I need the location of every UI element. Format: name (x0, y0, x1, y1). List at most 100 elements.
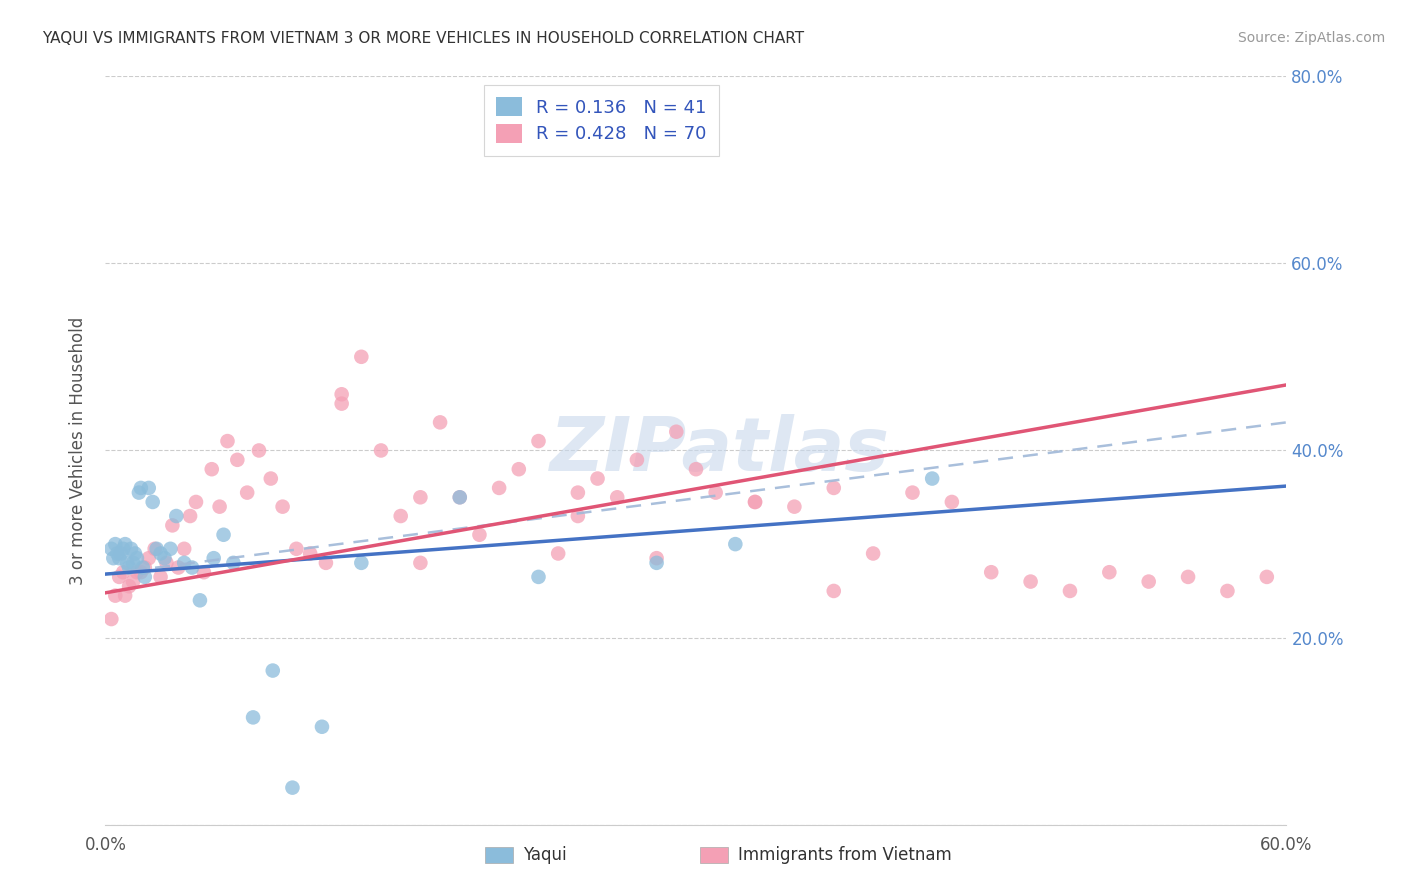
Point (508, 462, 530, 476)
Point (980, 566, 1002, 580)
Point (138, 551, 160, 566)
Point (606, 491, 628, 505)
Point (122, 574, 145, 589)
Point (921, 471, 943, 485)
Point (665, 425, 688, 439)
Point (389, 508, 412, 523)
Text: ZIPatlas: ZIPatlas (550, 414, 890, 487)
Point (134, 560, 156, 574)
Point (122, 556, 145, 570)
Text: Source: ZipAtlas.com: Source: ZipAtlas.com (1237, 31, 1385, 45)
Point (685, 462, 707, 476)
Point (145, 541, 167, 556)
Point (132, 560, 155, 574)
Point (184, 495, 207, 509)
Point (409, 556, 432, 570)
Point (110, 546, 132, 561)
Point (262, 664, 284, 678)
Point (167, 560, 190, 574)
Point (724, 537, 747, 551)
Point (125, 551, 148, 566)
Point (645, 551, 668, 566)
Point (1216, 583, 1239, 598)
Point (901, 485, 924, 500)
Y-axis label: 3 or more Vehicles in Household: 3 or more Vehicles in Household (69, 317, 87, 584)
Point (567, 508, 589, 523)
Text: Immigrants from Vietnam: Immigrants from Vietnam (738, 847, 952, 864)
Point (120, 541, 142, 556)
Point (285, 541, 308, 556)
Point (226, 452, 249, 467)
Point (134, 570, 156, 584)
Point (527, 570, 550, 584)
Point (567, 485, 589, 500)
Text: YAQUI VS IMMIGRANTS FROM VIETNAM 3 OR MORE VEHICLES IN HOUSEHOLD CORRELATION CHA: YAQUI VS IMMIGRANTS FROM VIETNAM 3 OR MO… (42, 31, 804, 46)
Point (862, 546, 884, 561)
Point (142, 495, 165, 509)
Point (104, 537, 127, 551)
Point (125, 566, 148, 580)
Point (315, 556, 337, 570)
Point (744, 495, 766, 509)
Point (128, 485, 150, 500)
Point (586, 471, 609, 485)
Point (236, 485, 259, 500)
Point (108, 551, 131, 566)
Point (208, 500, 231, 514)
Point (143, 541, 166, 556)
Point (350, 350, 373, 364)
Point (149, 546, 172, 561)
Point (547, 546, 569, 561)
Point (173, 556, 195, 570)
Point (193, 566, 215, 580)
Point (449, 491, 471, 505)
Point (162, 518, 184, 533)
Point (330, 387, 353, 401)
Point (201, 462, 224, 476)
Point (744, 495, 766, 509)
Point (105, 546, 128, 561)
Point (138, 481, 160, 495)
Point (370, 443, 392, 458)
Point (1098, 566, 1121, 580)
Point (1059, 583, 1081, 598)
Legend: R = 0.136   N = 41, R = 0.428   N = 70: R = 0.136 N = 41, R = 0.428 N = 70 (484, 85, 720, 156)
Point (100, 541, 122, 556)
Point (118, 560, 141, 574)
Point (124, 546, 146, 561)
Point (311, 720, 333, 734)
Point (429, 415, 451, 429)
Point (1019, 574, 1042, 589)
Point (1256, 570, 1278, 584)
Point (1137, 574, 1160, 589)
Point (165, 508, 187, 523)
Point (118, 579, 141, 593)
Point (114, 537, 136, 551)
Point (330, 396, 353, 410)
Point (159, 541, 181, 556)
Point (129, 481, 152, 495)
Point (212, 527, 235, 541)
Point (247, 443, 270, 458)
Point (783, 500, 806, 514)
Point (271, 500, 294, 514)
Point (104, 589, 127, 603)
Text: Yaqui: Yaqui (523, 847, 567, 864)
Point (941, 495, 963, 509)
Point (129, 566, 152, 580)
Point (527, 434, 550, 449)
Point (704, 485, 727, 500)
Point (108, 570, 131, 584)
Point (149, 570, 172, 584)
Point (299, 546, 322, 561)
Point (260, 471, 283, 485)
Point (823, 481, 845, 495)
Point (112, 566, 135, 580)
Point (468, 527, 491, 541)
Point (100, 612, 122, 626)
Point (114, 589, 136, 603)
Point (179, 508, 201, 523)
Point (488, 481, 510, 495)
Point (350, 556, 373, 570)
Point (217, 434, 239, 449)
